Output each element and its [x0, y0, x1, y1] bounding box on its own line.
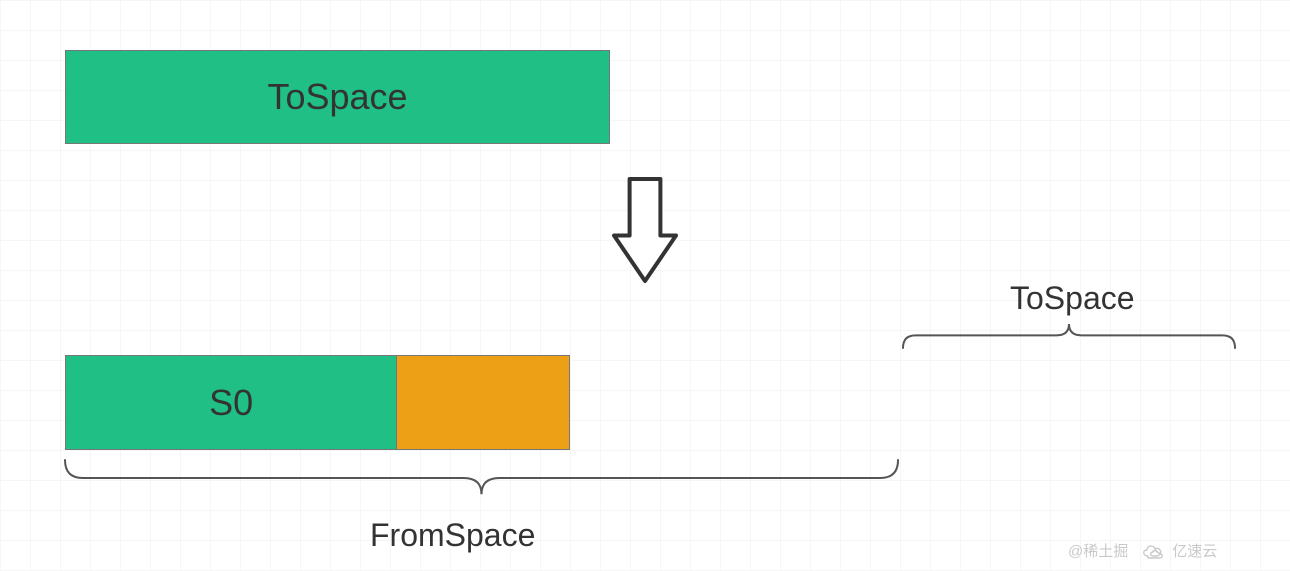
watermark: @稀土掘 亿速云 — [1068, 540, 1217, 561]
brace-top-label: ToSpace — [1010, 280, 1135, 317]
memory-region: ToSpace — [65, 50, 610, 144]
brace-bottom-label: FromSpace — [370, 517, 535, 554]
memory-region: S0 — [65, 355, 397, 450]
watermark-logo: 亿速云 — [1140, 540, 1217, 561]
cloud-icon — [1140, 542, 1168, 560]
bottom-memory-bar: FromS1S0 — [65, 355, 1235, 450]
watermark-text-1: @稀土掘 — [1068, 540, 1128, 561]
watermark-text-2: 亿速云 — [1172, 540, 1217, 561]
brace-bottom — [57, 452, 906, 508]
top-memory-bar: FromSpaceToSpace — [65, 50, 1155, 144]
diagram-canvas: FromSpaceToSpace ToSpace FromS1S0 FromSp… — [0, 0, 1290, 571]
brace-top — [897, 314, 1241, 354]
arrow-down-icon — [610, 175, 680, 285]
